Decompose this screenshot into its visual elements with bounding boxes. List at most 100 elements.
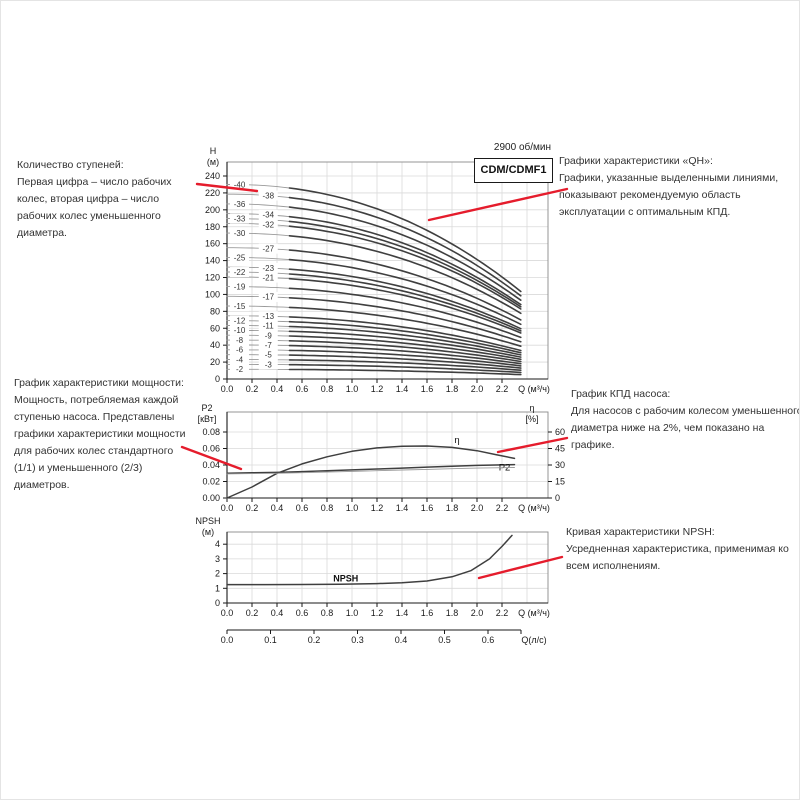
svg-text:-8: -8	[236, 336, 244, 345]
svg-text:-36: -36	[234, 200, 246, 209]
svg-text:Q (м³/ч): Q (м³/ч)	[518, 384, 550, 394]
svg-text:0.0: 0.0	[221, 503, 234, 513]
svg-text:-4: -4	[236, 355, 244, 364]
svg-text:0.2: 0.2	[308, 635, 321, 645]
npsh-y-axis-title: NPSH (м)	[195, 516, 221, 537]
svg-text:60: 60	[555, 427, 565, 437]
annotation-qh-title: Графики характеристики «QH»:	[559, 155, 713, 167]
svg-text:1.6: 1.6	[421, 384, 434, 394]
svg-text:80: 80	[210, 306, 220, 316]
svg-text:-13: -13	[262, 312, 274, 321]
annotation-efficiency-body: Для насосов с рабочим колесом уменьшенно…	[571, 405, 800, 451]
svg-text:-25: -25	[234, 253, 246, 262]
svg-text:240: 240	[205, 171, 220, 181]
svg-text:2.2: 2.2	[496, 608, 509, 618]
svg-text:0.0: 0.0	[221, 635, 234, 645]
svg-text:1.0: 1.0	[346, 608, 359, 618]
svg-text:1: 1	[215, 583, 220, 593]
svg-text:1.2: 1.2	[371, 503, 384, 513]
svg-text:η: η	[454, 435, 459, 446]
svg-text:-19: -19	[234, 282, 246, 291]
svg-text:-38: -38	[262, 191, 274, 200]
svg-text:0.2: 0.2	[246, 384, 259, 394]
svg-text:0.3: 0.3	[351, 635, 364, 645]
svg-text:0.04: 0.04	[202, 460, 220, 470]
svg-text:4: 4	[215, 539, 220, 549]
svg-text:0.2: 0.2	[246, 503, 259, 513]
annotation-power: График характеристики мощности: Мощность…	[14, 375, 192, 494]
svg-text:Q(л/с): Q(л/с)	[521, 635, 546, 645]
svg-text:1.4: 1.4	[396, 608, 409, 618]
svg-text:0.08: 0.08	[202, 427, 220, 437]
svg-text:-40: -40	[234, 180, 246, 189]
svg-text:40: 40	[210, 340, 220, 350]
svg-text:180: 180	[205, 222, 220, 232]
svg-text:-9: -9	[265, 331, 273, 340]
svg-text:1.2: 1.2	[371, 384, 384, 394]
svg-text:0.8: 0.8	[321, 608, 334, 618]
svg-text:0.6: 0.6	[482, 635, 495, 645]
svg-text:0.6: 0.6	[296, 384, 309, 394]
svg-text:220: 220	[205, 188, 220, 198]
svg-text:0: 0	[555, 493, 560, 503]
svg-text:-6: -6	[236, 346, 244, 355]
svg-text:1.8: 1.8	[446, 503, 459, 513]
svg-text:0.0: 0.0	[221, 608, 234, 618]
svg-text:2.2: 2.2	[496, 503, 509, 513]
svg-text:-33: -33	[234, 214, 246, 223]
svg-text:2.0: 2.0	[471, 384, 484, 394]
svg-text:-27: -27	[262, 244, 274, 253]
svg-text:0: 0	[215, 598, 220, 608]
svg-text:-21: -21	[262, 273, 274, 282]
svg-text:0: 0	[215, 374, 220, 384]
svg-text:0.0: 0.0	[221, 384, 234, 394]
svg-text:1.0: 1.0	[346, 503, 359, 513]
annotation-npsh-title: Кривая характеристики NPSH:	[566, 526, 715, 538]
svg-text:0.6: 0.6	[296, 608, 309, 618]
svg-text:-32: -32	[262, 220, 274, 229]
svg-text:Q (м³/ч): Q (м³/ч)	[518, 608, 550, 618]
svg-text:0.8: 0.8	[321, 503, 334, 513]
svg-text:30: 30	[555, 460, 565, 470]
svg-text:1.6: 1.6	[421, 503, 434, 513]
svg-text:-12: -12	[234, 316, 246, 325]
annotation-efficiency: График КПД насоса: Для насосов с рабочим…	[571, 386, 800, 454]
svg-text:3: 3	[215, 554, 220, 564]
power-y-axis-title: P2 [кВт]	[197, 403, 217, 424]
svg-text:Q (м³/ч): Q (м³/ч)	[518, 503, 550, 513]
svg-text:15: 15	[555, 477, 565, 487]
svg-text:-11: -11	[263, 322, 275, 331]
svg-text:0.2: 0.2	[246, 608, 259, 618]
svg-text:200: 200	[205, 205, 220, 215]
svg-text:160: 160	[205, 239, 220, 249]
svg-text:-2: -2	[236, 365, 244, 374]
svg-text:1.4: 1.4	[396, 384, 409, 394]
svg-text:100: 100	[205, 289, 220, 299]
svg-text:1.0: 1.0	[346, 384, 359, 394]
svg-text:0.06: 0.06	[202, 444, 220, 454]
annotation-qh-body: Графики, указанные выделенными линиями, …	[559, 172, 779, 218]
svg-text:1.8: 1.8	[446, 384, 459, 394]
svg-text:0.6: 0.6	[296, 503, 309, 513]
annotation-efficiency-title: График КПД насоса:	[571, 388, 671, 400]
svg-text:-5: -5	[265, 351, 273, 360]
svg-text:2.2: 2.2	[496, 384, 509, 394]
svg-text:120: 120	[205, 273, 220, 283]
svg-text:-17: -17	[262, 293, 274, 302]
svg-text:1.6: 1.6	[421, 608, 434, 618]
svg-text:0.02: 0.02	[202, 477, 220, 487]
svg-text:-30: -30	[234, 229, 246, 238]
annotation-stages-body: Первая цифра – число рабочих колес, втор…	[17, 176, 172, 239]
annotation-stages-title: Количество ступеней:	[17, 159, 124, 171]
rpm-label: 2900 об/мин	[493, 142, 551, 153]
svg-text:20: 20	[210, 357, 220, 367]
svg-text:60: 60	[210, 323, 220, 333]
svg-text:2.0: 2.0	[471, 608, 484, 618]
svg-text:-3: -3	[265, 360, 273, 369]
svg-text:0.00: 0.00	[202, 493, 220, 503]
svg-text:1.2: 1.2	[371, 608, 384, 618]
svg-text:0.5: 0.5	[438, 635, 451, 645]
svg-text:-15: -15	[234, 302, 246, 311]
svg-text:0.1: 0.1	[264, 635, 277, 645]
